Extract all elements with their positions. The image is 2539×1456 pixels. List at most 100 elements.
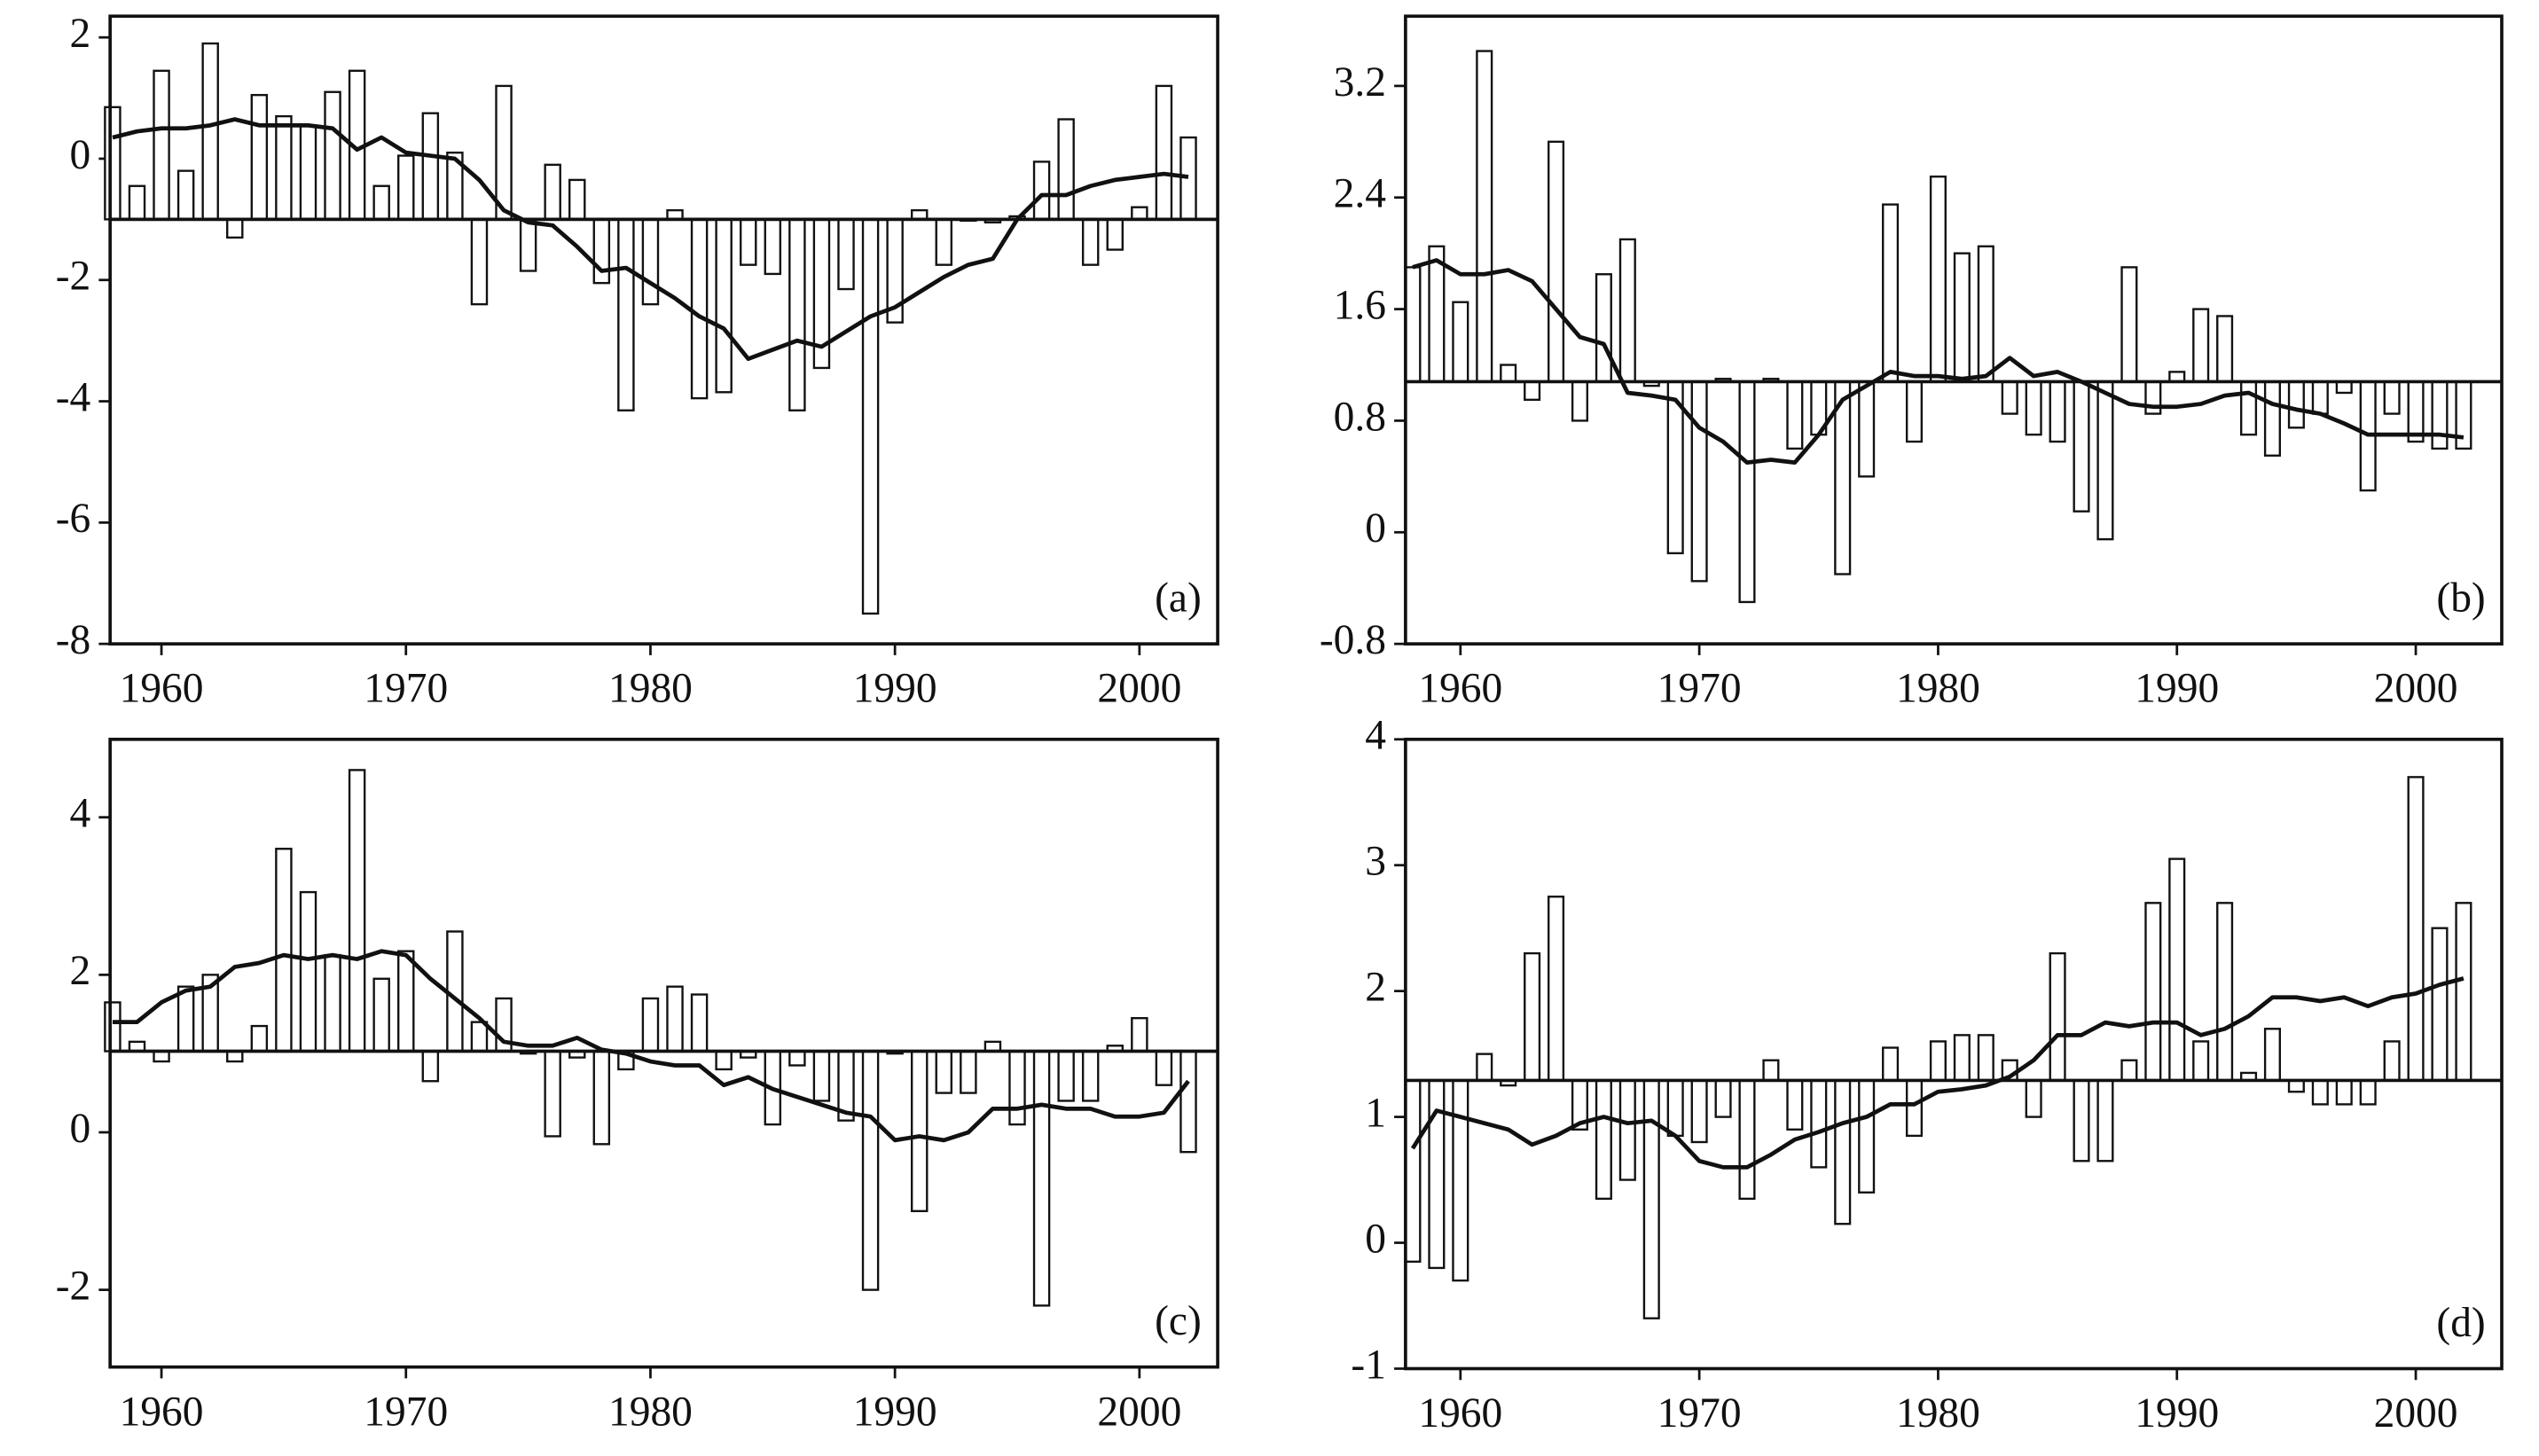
y-tick-label: 3 bbox=[1365, 839, 1386, 885]
bar bbox=[2335, 1079, 2353, 1106]
bar bbox=[715, 1050, 733, 1071]
x-tick-label: 1960 bbox=[1418, 666, 1502, 712]
moving-average-line bbox=[112, 949, 1190, 1143]
bar bbox=[2240, 380, 2258, 436]
bar bbox=[1977, 245, 1994, 383]
x-tick-label: 1990 bbox=[2135, 666, 2219, 712]
bar bbox=[1548, 140, 1565, 383]
bar bbox=[372, 977, 390, 1053]
bar bbox=[1929, 175, 1947, 383]
bar bbox=[2287, 380, 2305, 429]
x-tick-label: 1970 bbox=[1657, 666, 1742, 712]
bar bbox=[935, 218, 953, 266]
bar bbox=[1428, 245, 1446, 383]
bar bbox=[275, 114, 293, 221]
bar bbox=[935, 1050, 953, 1094]
bar bbox=[2073, 380, 2090, 513]
y-tick-label: 0 bbox=[70, 132, 91, 178]
bar bbox=[690, 993, 709, 1053]
x-tick-label: 1990 bbox=[853, 666, 937, 712]
bar bbox=[275, 848, 293, 1053]
plot-frame bbox=[108, 737, 1219, 1369]
bar bbox=[324, 90, 341, 221]
y-tick-label: 0 bbox=[70, 1106, 91, 1152]
bar bbox=[739, 218, 757, 266]
plot-frame bbox=[108, 14, 1219, 646]
bar bbox=[1738, 1079, 1756, 1201]
bar bbox=[2168, 857, 2186, 1082]
y-tick-label: 1 bbox=[1365, 1090, 1386, 1136]
bar bbox=[397, 950, 415, 1053]
bar bbox=[250, 1024, 269, 1053]
bar bbox=[1929, 1040, 1947, 1082]
bar bbox=[1666, 1079, 1684, 1138]
bar bbox=[1106, 218, 1125, 251]
bar bbox=[1404, 1079, 1422, 1264]
bar bbox=[397, 154, 415, 221]
panel-label: (b) bbox=[2436, 575, 2485, 622]
bar bbox=[324, 953, 341, 1053]
bar bbox=[1858, 1079, 1876, 1194]
y-tick-label: 2 bbox=[1365, 965, 1386, 1011]
bar bbox=[2287, 1079, 2305, 1093]
y-tick-label: -6 bbox=[56, 496, 91, 542]
y-tick-label: 4 bbox=[1365, 713, 1386, 759]
bar bbox=[2431, 927, 2449, 1082]
bar bbox=[1977, 1034, 1994, 1082]
bar bbox=[1032, 160, 1051, 221]
bar bbox=[495, 84, 513, 221]
y-tick-label: -8 bbox=[56, 617, 91, 663]
plot-frame bbox=[1404, 737, 2504, 1371]
bar bbox=[1548, 896, 1565, 1082]
bar bbox=[1810, 1079, 1828, 1169]
bar bbox=[470, 1021, 489, 1053]
bar bbox=[764, 218, 782, 276]
y-tick-label: 1.6 bbox=[1334, 282, 1386, 328]
bar bbox=[1179, 136, 1197, 221]
bar bbox=[617, 218, 635, 411]
y-tick-label: -0.8 bbox=[1320, 617, 1386, 663]
bar bbox=[201, 42, 219, 221]
bar bbox=[2383, 380, 2401, 415]
bar bbox=[372, 184, 390, 221]
x-tick-label: 2000 bbox=[2374, 666, 2458, 712]
x-tick-label: 2000 bbox=[1097, 666, 1181, 712]
bar bbox=[1081, 1050, 1100, 1102]
bar bbox=[861, 218, 880, 615]
bar bbox=[250, 93, 269, 221]
bar bbox=[1690, 1079, 1708, 1144]
bar bbox=[788, 218, 806, 411]
bar bbox=[837, 218, 855, 291]
bar bbox=[1476, 1053, 1493, 1082]
bar bbox=[176, 985, 195, 1053]
bar bbox=[2359, 1079, 2377, 1106]
bar bbox=[1081, 218, 1100, 266]
bar bbox=[1155, 1050, 1173, 1086]
bar bbox=[1452, 301, 1469, 383]
bar bbox=[2407, 776, 2425, 1082]
bar bbox=[641, 997, 660, 1053]
bar bbox=[2001, 380, 2018, 415]
bar bbox=[104, 1001, 121, 1053]
bar bbox=[960, 1050, 977, 1094]
bar bbox=[299, 890, 317, 1053]
bar bbox=[861, 1050, 880, 1291]
bar bbox=[2096, 380, 2114, 541]
plot-frame bbox=[1404, 14, 2504, 646]
bar bbox=[1642, 1079, 1660, 1319]
bar bbox=[1032, 1050, 1051, 1307]
bar bbox=[1476, 50, 1493, 383]
x-tick-label: 1970 bbox=[364, 1389, 448, 1435]
bar bbox=[2120, 1059, 2138, 1082]
bar bbox=[2144, 902, 2162, 1082]
y-tick-label: 0.8 bbox=[1334, 394, 1386, 440]
bar bbox=[1905, 1079, 1924, 1138]
bar bbox=[1858, 380, 1876, 478]
bar bbox=[666, 985, 684, 1053]
y-tick-label: 4 bbox=[70, 791, 91, 837]
bar bbox=[2025, 1079, 2042, 1118]
x-tick-label: 1980 bbox=[1896, 666, 1980, 712]
bar bbox=[1786, 380, 1804, 450]
x-tick-label: 1990 bbox=[853, 1389, 937, 1435]
